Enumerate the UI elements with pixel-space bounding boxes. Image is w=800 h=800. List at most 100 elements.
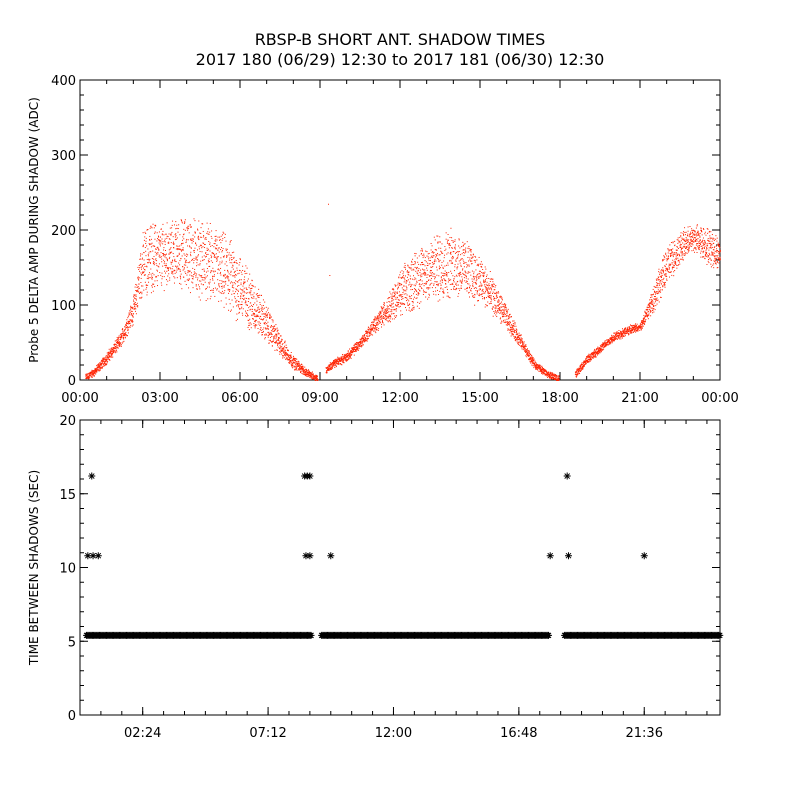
amp-data-point <box>348 357 350 359</box>
amp-data-point <box>260 318 262 320</box>
amp-data-point <box>597 346 599 348</box>
amp-data-point <box>151 278 153 280</box>
amp-data-point <box>328 369 330 371</box>
amp-data-point <box>256 293 258 295</box>
amp-data-point <box>600 348 602 350</box>
amp-data-point <box>469 289 471 291</box>
amp-data-point <box>279 351 281 353</box>
amp-data-point <box>260 308 262 310</box>
amp-data-point <box>466 290 468 292</box>
amp-data-point <box>299 366 301 368</box>
amp-data-point <box>279 346 281 348</box>
amp-data-point <box>301 369 303 371</box>
amp-data-point <box>250 291 252 293</box>
amp-data-point <box>207 249 209 251</box>
amp-data-point <box>576 372 578 374</box>
amp-data-point <box>309 376 311 378</box>
amp-data-point <box>504 303 506 305</box>
amp-data-point <box>134 304 136 306</box>
amp-data-point <box>510 328 512 330</box>
amp-data-point <box>162 252 164 254</box>
amp-data-point <box>483 276 485 278</box>
amp-data-point <box>408 266 410 268</box>
amp-data-point <box>263 327 265 329</box>
amp-data-point <box>552 376 554 378</box>
amp-data-point <box>92 371 94 373</box>
amp-data-point <box>148 252 150 254</box>
amp-data-point <box>196 288 198 290</box>
amp-data-point <box>522 344 524 346</box>
amp-data-point <box>376 317 378 319</box>
amp-data-point <box>520 340 522 342</box>
amp-data-point <box>413 284 415 286</box>
amp-data-point <box>214 243 216 245</box>
amp-data-point <box>339 358 341 360</box>
amp-data-point <box>117 342 119 344</box>
amp-data-point <box>611 334 613 336</box>
amp-data-point <box>282 349 284 351</box>
amp-data-point <box>231 266 233 268</box>
amp-data-point <box>237 304 239 306</box>
amp-data-point <box>234 298 236 300</box>
amp-data-point <box>144 281 146 283</box>
amp-data-point <box>406 276 408 278</box>
amp-data-point <box>385 308 387 310</box>
amp-data-point <box>553 375 555 377</box>
amp-data-point <box>382 306 384 308</box>
amp-data-point <box>409 281 411 283</box>
amp-data-point <box>534 364 536 366</box>
amp-data-point <box>474 260 476 262</box>
amp-data-point <box>188 271 190 273</box>
amp-data-point <box>437 293 439 295</box>
amp-data-point <box>492 308 494 310</box>
amp-data-point <box>522 343 524 345</box>
amp-data-point <box>254 326 256 328</box>
amp-data-point <box>593 356 595 358</box>
amp-data-point <box>414 261 416 263</box>
amp-data-point <box>332 365 334 367</box>
amp-data-point <box>342 356 344 358</box>
amp-data-point <box>122 332 124 334</box>
amp-data-point <box>233 287 235 289</box>
amp-data-point <box>404 279 406 281</box>
amp-data-point <box>193 250 195 252</box>
amp-data-point <box>140 253 142 255</box>
amp-data-point <box>441 261 443 263</box>
amp-data-point <box>265 327 267 329</box>
amp-data-point <box>575 370 577 372</box>
amp-data-point <box>347 356 349 358</box>
amp-data-point <box>279 348 281 350</box>
amp-data-point <box>261 334 263 336</box>
amp-data-point <box>473 273 475 275</box>
amp-data-point <box>216 244 218 246</box>
amp-data-point <box>430 249 432 251</box>
amp-data-point <box>331 366 333 368</box>
amp-data-point <box>525 344 527 346</box>
amp-data-point <box>272 328 274 330</box>
amp-data-point <box>85 373 87 375</box>
amp-data-point <box>557 376 559 378</box>
amp-data-point <box>103 364 105 366</box>
amp-data-point <box>213 271 215 273</box>
amp-data-point <box>459 275 461 277</box>
amp-data-point <box>549 372 551 374</box>
amp-data-point <box>183 268 185 270</box>
amp-data-point <box>378 312 380 314</box>
amp-data-point <box>191 258 193 260</box>
amp-data-point <box>302 369 304 371</box>
amp-data-point <box>232 306 234 308</box>
amp-data-point <box>424 269 426 271</box>
amp-data-point <box>626 329 628 331</box>
amp-data-point <box>176 237 178 239</box>
amp-data-point <box>237 295 239 297</box>
amp-data-point <box>206 275 208 277</box>
amp-data-point <box>352 347 354 349</box>
amp-data-point <box>447 233 449 235</box>
amp-data-point <box>359 345 361 347</box>
amp-data-point <box>106 354 108 356</box>
amp-data-point <box>460 287 462 289</box>
amp-data-point <box>279 341 281 343</box>
amp-data-point <box>219 273 221 275</box>
amp-data-point <box>491 286 493 288</box>
